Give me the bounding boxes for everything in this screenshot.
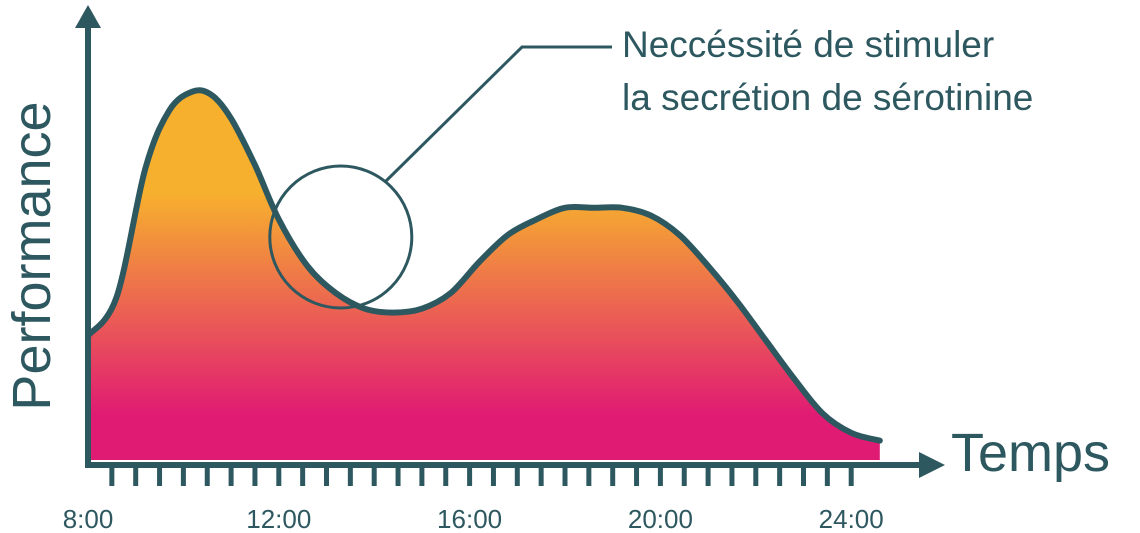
- area-fill: [88, 90, 880, 460]
- x-tick-label: 20:00: [628, 504, 693, 533]
- x-tick-label: 8:00: [63, 504, 114, 533]
- x-axis-ticks: [109, 465, 854, 486]
- x-tick-label: 24:00: [819, 504, 884, 533]
- annotation-circle: [268, 164, 414, 310]
- annotation-text-line-1: Neccéssité de stimuler: [622, 24, 994, 65]
- y-axis-arrow: [75, 5, 101, 28]
- x-tick-label: 12:00: [246, 504, 311, 533]
- x-axis-tick-labels: 8:00 12:00 16:00 20:00 24:00: [63, 504, 884, 533]
- series-line: [85, 87, 883, 444]
- x-tick-label: 16:00: [437, 504, 502, 533]
- x-axis-arrow: [919, 452, 945, 478]
- annotation-text-line-2: la secrétion de sérotinine: [622, 77, 1033, 118]
- y-axis-title: Performance: [2, 101, 62, 410]
- x-axis-title: Temps: [951, 423, 1110, 483]
- annotation-leader-line: [384, 45, 612, 183]
